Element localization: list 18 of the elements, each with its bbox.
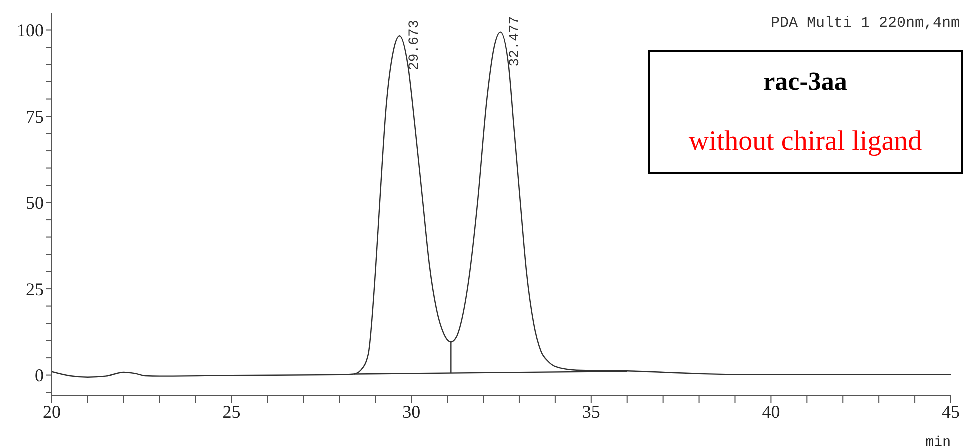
annotation: PDA Multi 1 220nm,4nm: [770, 15, 960, 32]
annotation: without chiral ligand: [688, 126, 922, 158]
x-tick-label: 35: [582, 402, 600, 422]
x-tick-label: 45: [942, 402, 960, 422]
x-axis-title: min: [926, 435, 951, 446]
label-box: rac-3aa without chiral ligand: [648, 50, 963, 174]
y-tick-label: 50: [26, 193, 44, 214]
annotation: 29.673: [406, 20, 423, 71]
y-tick-label: 0: [35, 366, 44, 386]
annotation: 32.477: [508, 16, 524, 67]
x-tick-label: 20: [43, 402, 61, 422]
x-tick-label: 25: [222, 402, 241, 422]
y-tick-label: 25: [26, 279, 44, 300]
x-tick-label: 40: [762, 402, 780, 422]
y-tick-label: 100: [17, 20, 44, 41]
annotation: rac-3aa: [764, 66, 848, 96]
x-tick-label: 30: [402, 402, 421, 422]
y-tick-label: 75: [26, 106, 44, 127]
